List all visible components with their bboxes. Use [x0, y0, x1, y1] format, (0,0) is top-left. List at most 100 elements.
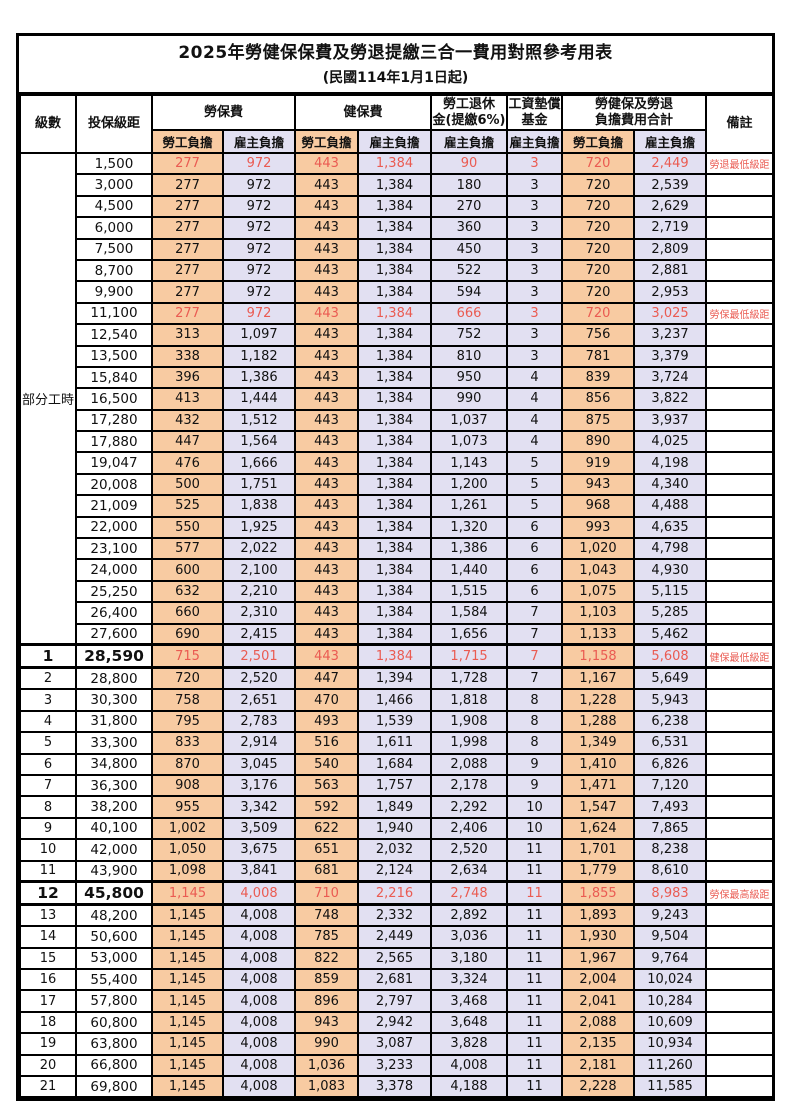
cell-wage-fund-employer: 10 — [506, 816, 564, 841]
cell-total-employee: 2,135 — [561, 1032, 636, 1056]
cell-health-employee: 443 — [294, 515, 360, 540]
cell-labor-employer: 2,520 — [221, 666, 297, 691]
cell-total-employee: 2,228 — [561, 1074, 636, 1099]
cell-salary-bracket: 13,500 — [75, 344, 153, 368]
cell-pension-employer: 180 — [430, 173, 509, 197]
cell-salary-bracket: 15,840 — [75, 365, 153, 390]
cell-remark — [705, 816, 775, 841]
cell-labor-employer: 972 — [221, 237, 297, 261]
cell-labor-employee: 870 — [151, 752, 224, 776]
cell-pension-employer: 1,515 — [430, 579, 509, 604]
cell-labor-employee: 277 — [151, 258, 224, 283]
cell-salary-bracket: 17,280 — [75, 408, 153, 433]
cell-wage-fund-employer: 5 — [506, 494, 564, 518]
cell-total-employer: 3,379 — [633, 344, 708, 368]
cell-wage-fund-employer: 6 — [506, 515, 564, 540]
cell-labor-employer: 2,100 — [221, 558, 297, 582]
cell-total-employee: 720 — [561, 280, 636, 304]
table-row: 7,500 277 972 443 1,384 450 3 720 2,809 — [20, 237, 775, 261]
cell-labor-employee: 277 — [151, 301, 224, 326]
cell-labor-employee: 1,145 — [151, 1010, 224, 1035]
cell-total-employee: 1,228 — [561, 688, 636, 712]
table-row: 23,100 577 2,022 443 1,384 1,386 6 1,020 4,798 — [20, 537, 775, 561]
cell-remark: 勞保最低級距 — [705, 301, 775, 326]
cell-pension-employer: 3,324 — [430, 968, 509, 992]
cell-health-employee: 443 — [294, 365, 360, 390]
cell-total-employee: 875 — [561, 408, 636, 433]
cell-health-employee: 896 — [294, 989, 360, 1013]
cell-total-employer: 3,025 — [633, 301, 708, 326]
cell-health-employee: 443 — [294, 280, 360, 304]
table-row: 部分工時 1,500 277 972 443 1,384 90 3 720 2,449 勞退最低級距 — [19, 151, 775, 646]
cell-total-employer: 2,539 — [633, 173, 708, 197]
cell-health-employee: 990 — [294, 1032, 360, 1056]
cell-total-employee: 1,779 — [561, 859, 636, 883]
cell-labor-employer: 2,914 — [221, 731, 297, 755]
cell-pension-employer: 1,200 — [430, 472, 509, 497]
cell-health-employer: 1,940 — [357, 816, 433, 841]
cell-health-employer: 1,394 — [357, 666, 433, 691]
cell-health-employee: 443 — [294, 537, 360, 561]
cell-pension-employer: 1,037 — [430, 408, 509, 433]
cell-salary-bracket: 40,100 — [75, 816, 153, 841]
cell-salary-bracket: 19,047 — [75, 451, 153, 475]
header-remark: 備註 — [705, 94, 775, 154]
cell-health-employer: 1,384 — [357, 258, 433, 283]
header-total-employer-burden: 雇主負擔 — [633, 129, 708, 154]
cell-labor-employee: 338 — [151, 344, 224, 368]
cell-health-employer: 2,797 — [357, 989, 433, 1013]
cell-remark — [705, 344, 775, 368]
cell-salary-bracket: 28,590 — [75, 643, 153, 670]
table-row: 20,008 500 1,751 443 1,384 1,200 5 943 4,340 — [20, 472, 775, 497]
cell-salary-bracket: 60,800 — [75, 1010, 153, 1035]
cell-labor-employer: 4,008 — [221, 946, 297, 971]
cell-health-employee: 563 — [294, 773, 360, 798]
cell-health-employer: 1,384 — [357, 387, 433, 411]
cell-health-employee: 859 — [294, 968, 360, 992]
cell-health-employer: 1,384 — [357, 216, 433, 240]
cell-total-employer: 10,609 — [633, 1010, 708, 1035]
cell-wage-fund-employer: 11 — [506, 946, 564, 971]
cell-labor-employee: 476 — [151, 451, 224, 475]
cell-total-employee: 2,088 — [561, 1010, 636, 1035]
cell-remark — [705, 237, 775, 261]
cell-pension-employer: 1,818 — [430, 688, 509, 712]
cell-level: 5 — [19, 731, 77, 755]
cell-health-employee: 447 — [294, 666, 360, 691]
cell-total-employee: 2,004 — [561, 968, 636, 992]
cell-pension-employer: 4,008 — [430, 1053, 509, 1078]
cell-salary-bracket: 63,800 — [75, 1032, 153, 1056]
cell-total-employer: 4,198 — [633, 451, 708, 475]
cell-wage-fund-employer: 3 — [506, 194, 564, 219]
cell-pension-employer: 270 — [430, 194, 509, 219]
cell-labor-employee: 447 — [151, 430, 224, 454]
cell-health-employee: 443 — [294, 237, 360, 261]
cell-health-employee: 540 — [294, 752, 360, 776]
cell-labor-employer: 2,310 — [221, 601, 297, 625]
cell-level: 21 — [19, 1074, 77, 1099]
cell-total-employer: 3,937 — [633, 408, 708, 433]
cell-wage-fund-employer: 3 — [506, 237, 564, 261]
cell-health-employee: 748 — [294, 903, 360, 928]
header-wage-fund-group: 工資墊償 基金 — [506, 94, 564, 131]
cell-remark — [705, 688, 775, 712]
cell-total-employer: 9,764 — [633, 946, 708, 971]
cell-salary-bracket: 7,500 — [75, 237, 153, 261]
cell-wage-fund-employer: 4 — [506, 387, 564, 411]
cell-total-employer: 3,724 — [633, 365, 708, 390]
cell-total-employee: 1,043 — [561, 558, 636, 582]
cell-wage-fund-employer: 11 — [506, 859, 564, 883]
cell-health-employee: 443 — [294, 344, 360, 368]
cell-labor-employer: 4,008 — [221, 968, 297, 992]
cell-remark — [705, 216, 775, 240]
cell-labor-employee: 432 — [151, 408, 224, 433]
cell-health-employer: 1,384 — [357, 558, 433, 582]
cell-labor-employer: 1,838 — [221, 494, 297, 518]
table-row: 15 53,000 1,145 4,008 822 2,565 3,180 11 1,967 9,… — [19, 946, 775, 971]
header-salary-bracket: 投保級距 — [75, 94, 153, 154]
cell-total-employer: 5,115 — [633, 579, 708, 604]
cell-remark — [705, 430, 775, 454]
cell-health-employer: 1,384 — [357, 323, 433, 347]
cell-salary-bracket: 66,800 — [75, 1053, 153, 1078]
cell-pension-employer: 1,143 — [430, 451, 509, 475]
